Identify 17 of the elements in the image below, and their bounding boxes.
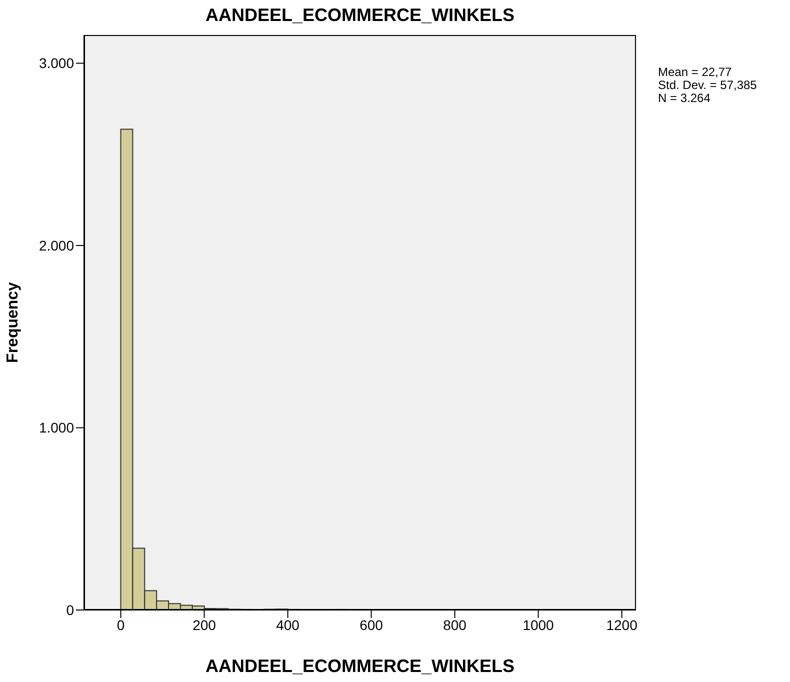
text: Std. Dev. = 57,385 (658, 78, 757, 92)
y-axis-title: Frequency (4, 282, 22, 363)
y-tick-label: 2.000 (38, 237, 74, 254)
text: N = 3.264 (658, 91, 712, 105)
y-tick-label: 0 (66, 602, 74, 618)
y-tick-label: 3.000 (38, 55, 74, 72)
x-tick-label: 200 (192, 616, 216, 633)
x-tick-label: 1000 (522, 616, 554, 633)
x-tick-label: 0 (116, 616, 125, 633)
x-tick-label: 1200 (606, 616, 638, 633)
text: Mean = 22,77 (658, 65, 733, 79)
x-tick-label: 800 (443, 616, 467, 633)
x-tick-label: 400 (276, 616, 300, 633)
x-axis-title: AANDEEL_ECOMMERCE_WINKELS (205, 656, 515, 676)
x-tick-label: 600 (360, 616, 384, 633)
y-tick-label: 1.000 (38, 420, 74, 436)
chart-title: AANDEEL_ECOMMERCE_WINKELS (204, 5, 516, 26)
